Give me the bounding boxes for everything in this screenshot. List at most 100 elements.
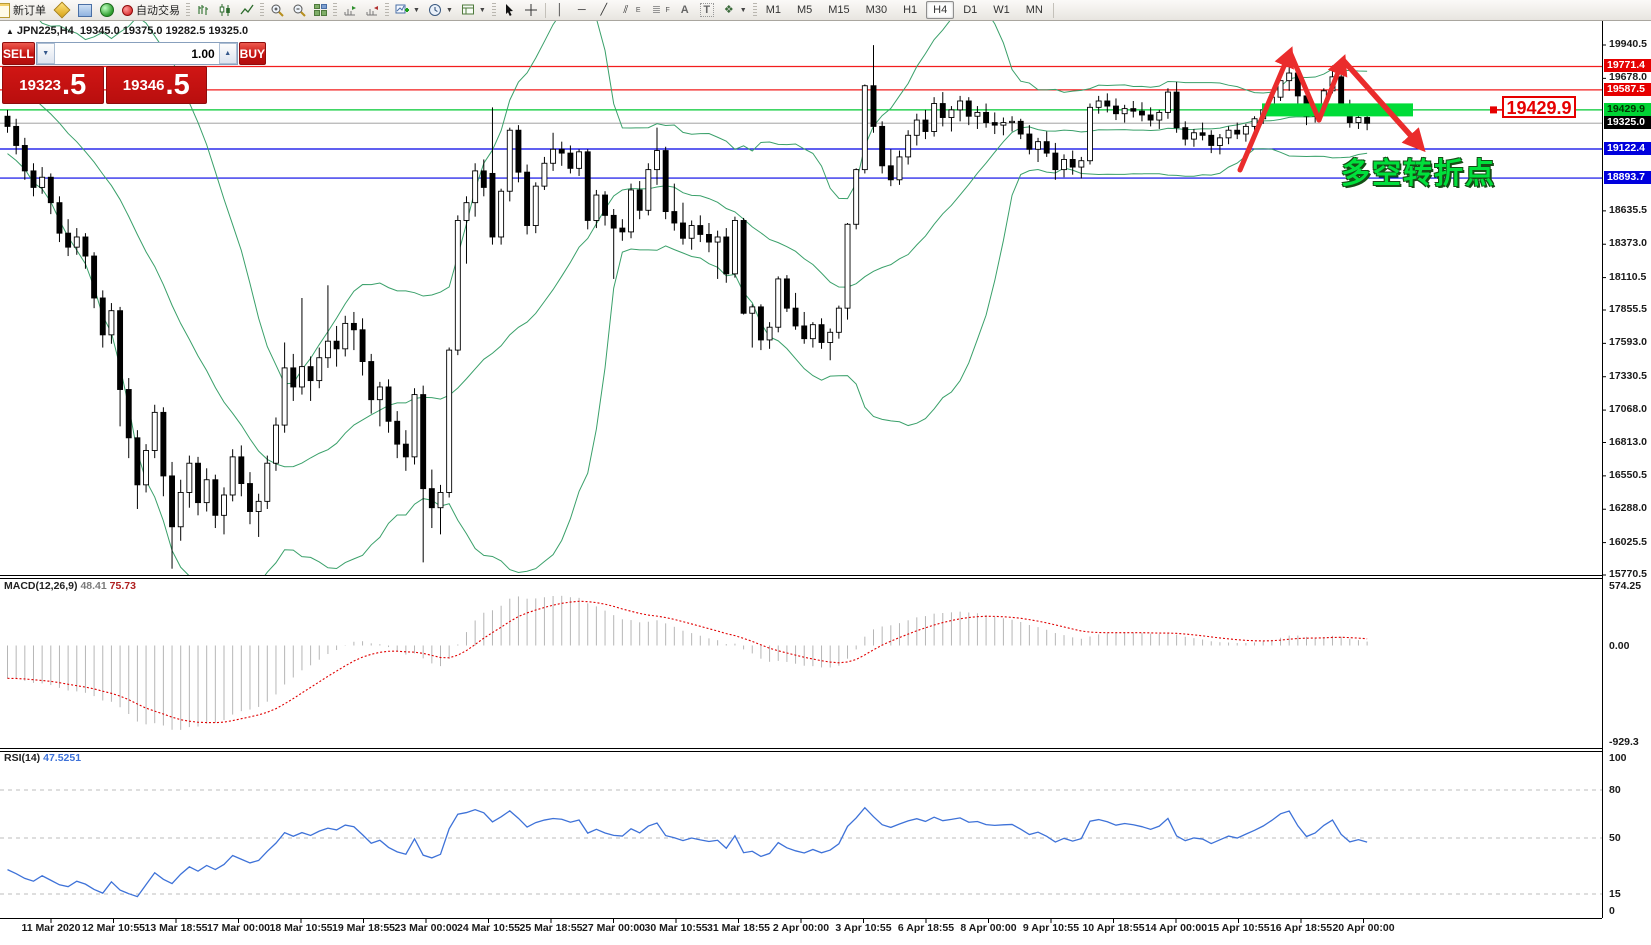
new-chart-button[interactable] bbox=[50, 1, 74, 19]
price-tick-label: 17593.0 bbox=[1609, 336, 1647, 349]
time-axis-label: 6 Apr 18:55 bbox=[897, 922, 955, 934]
price-level-label: 19771.4 bbox=[1604, 59, 1651, 73]
buy-button[interactable]: BUY bbox=[238, 42, 267, 65]
clock-icon bbox=[428, 4, 441, 16]
horizontal-line-icon: ─ bbox=[577, 4, 586, 16]
candlestick-chart-button[interactable] bbox=[214, 1, 236, 19]
timeframe-button-m30[interactable]: M30 bbox=[865, 4, 888, 16]
time-axis-label: 15 Apr 10:55 bbox=[1207, 922, 1270, 934]
price-tick-label: 18373.0 bbox=[1609, 237, 1647, 250]
turning-point-note[interactable]: 多空转折点 bbox=[1341, 158, 1497, 190]
timeframe-button-h1[interactable]: H1 bbox=[903, 4, 918, 16]
time-axis-label: 25 Mar 18:55 bbox=[519, 922, 583, 934]
price-tick-label: 19940.5 bbox=[1609, 38, 1647, 50]
rsi-axis-label: 15 bbox=[1609, 888, 1621, 900]
navigator-button[interactable] bbox=[96, 1, 118, 19]
rsi-label: RSI(14) 47.5251 bbox=[4, 752, 81, 764]
timeframe-button-m1[interactable]: M1 bbox=[765, 4, 781, 16]
rsi-value: 47.5251 bbox=[43, 752, 82, 764]
cursor-tool-button[interactable] bbox=[498, 1, 520, 19]
buy-price-frac: .5 bbox=[165, 69, 190, 101]
macd-axis-max: 574.25 bbox=[1609, 580, 1642, 592]
sell-price-main: 19323 bbox=[19, 76, 62, 94]
vertical-line-tool[interactable]: │ bbox=[549, 1, 571, 19]
volume-input[interactable] bbox=[54, 43, 219, 64]
autotrading-button[interactable]: 自动交易 bbox=[118, 1, 184, 19]
one-click-trade-panel: SELL ▼ ▲ BUY 19323.5 19346.5 bbox=[2, 42, 267, 104]
time-axis-label: 11 Mar 2020 bbox=[21, 922, 81, 934]
fibonacci-tool[interactable]: ≣ F bbox=[644, 1, 673, 19]
window-icon bbox=[78, 3, 92, 17]
time-axis-label: 19 Mar 18:55 bbox=[331, 922, 396, 934]
indicators-button[interactable]: ▼ bbox=[391, 1, 424, 19]
autotrading-status-icon bbox=[122, 4, 133, 16]
shapes-tool[interactable]: ❖ ▼ bbox=[718, 1, 751, 19]
dropdown-caret-icon: ▼ bbox=[739, 6, 747, 14]
time-axis-label: 17 Mar 00:00 bbox=[206, 922, 271, 934]
zoom-out-icon bbox=[293, 4, 306, 17]
time-axis-label: 12 Mar 10:55 bbox=[81, 922, 146, 934]
fibonacci-icon: ≣ bbox=[651, 4, 661, 16]
trendline-tool[interactable]: ╱ bbox=[593, 1, 615, 19]
line-chart-icon bbox=[240, 4, 254, 15]
line-chart-button[interactable] bbox=[236, 1, 258, 19]
tile-windows-icon bbox=[314, 4, 327, 16]
chart-shift-icon bbox=[366, 6, 378, 16]
open-window-button[interactable] bbox=[74, 1, 96, 19]
label-tool[interactable]: T bbox=[696, 1, 718, 19]
text-tool[interactable]: A bbox=[674, 1, 696, 19]
timeframe-button-m15[interactable]: M15 bbox=[828, 4, 850, 16]
bar-chart-button[interactable] bbox=[192, 1, 214, 19]
rsi-axis-label: 50 bbox=[1609, 832, 1621, 844]
sell-price-display[interactable]: 19323.5 bbox=[2, 66, 104, 104]
zoom-in-button[interactable] bbox=[266, 1, 288, 19]
time-axis-label: 30 Mar 10:55 bbox=[644, 922, 708, 934]
toolbar-grip bbox=[385, 3, 389, 17]
channel-tool[interactable]: ⫽ E bbox=[615, 1, 645, 19]
time-axis-label: 16 Apr 18:55 bbox=[1269, 922, 1333, 934]
rsi-axis-label: 0 bbox=[1609, 905, 1615, 917]
volume-decrease-button[interactable]: ▼ bbox=[36, 43, 55, 64]
autotrading-label: 自动交易 bbox=[136, 5, 180, 17]
periods-button[interactable]: ▼ bbox=[424, 1, 457, 19]
fibo-letter: F bbox=[665, 6, 670, 14]
chart-ohlc-values: 19345.0 19375.0 19282.5 19325.0 bbox=[79, 25, 249, 37]
templates-button[interactable]: ▼ bbox=[457, 1, 490, 19]
macd-label: MACD(12,26,9) 48.41 75.73 bbox=[4, 580, 136, 592]
new-chart-icon bbox=[53, 1, 71, 19]
volume-increase-button[interactable]: ▲ bbox=[218, 43, 237, 64]
sell-button[interactable]: SELL bbox=[2, 42, 35, 65]
timeframe-button-mn[interactable]: MN bbox=[1025, 4, 1043, 16]
horizontal-line-tool[interactable]: ─ bbox=[571, 1, 593, 19]
auto-scroll-button[interactable] bbox=[339, 1, 361, 19]
dropdown-caret-icon: ▼ bbox=[478, 6, 486, 14]
tile-windows-button[interactable] bbox=[310, 1, 331, 19]
time-axis-label: 13 Mar 18:55 bbox=[144, 922, 208, 934]
chart-shift-button[interactable] bbox=[361, 1, 383, 19]
price-level-label: 19122.4 bbox=[1604, 141, 1651, 155]
price-tick-label: 17330.5 bbox=[1609, 369, 1647, 382]
timeframe-button-d1[interactable]: D1 bbox=[963, 4, 978, 16]
crosshair-tool-button[interactable] bbox=[520, 1, 542, 19]
time-axis-label: 27 Mar 00:00 bbox=[581, 922, 646, 934]
rsi-name: RSI(14) bbox=[4, 752, 41, 764]
new-order-button[interactable]: 新订单 bbox=[0, 1, 50, 19]
zoom-out-button[interactable] bbox=[288, 1, 310, 19]
time-axis-label: 9 Apr 10:55 bbox=[1022, 922, 1080, 934]
macd-signal-value: 75.73 bbox=[109, 580, 136, 592]
timeframe-button-w1[interactable]: W1 bbox=[993, 4, 1010, 16]
toolbar-separator bbox=[1052, 2, 1054, 18]
shapes-icon: ❖ bbox=[723, 4, 734, 16]
bar-chart-icon bbox=[198, 5, 208, 15]
timeframe-button-m5[interactable]: M5 bbox=[796, 4, 813, 16]
trendline-icon: ╱ bbox=[600, 4, 608, 16]
price-level-label: 19587.5 bbox=[1604, 82, 1651, 96]
chart-area[interactable]: ▲ JPN225,H4 19345.0 19375.0 19282.5 19325… bbox=[0, 21, 1651, 945]
timeframe-button-h4[interactable]: H4 bbox=[926, 1, 955, 19]
buy-price-display[interactable]: 19346.5 bbox=[105, 66, 207, 104]
price-callout-box[interactable]: 19429.9 bbox=[1502, 96, 1576, 118]
chart-symbol: JPN225,H4 bbox=[16, 25, 74, 37]
time-axis-label: 20 Apr 00:00 bbox=[1332, 922, 1395, 934]
crosshair-icon bbox=[524, 4, 537, 16]
price-level-label: 19429.9 bbox=[1604, 102, 1651, 116]
